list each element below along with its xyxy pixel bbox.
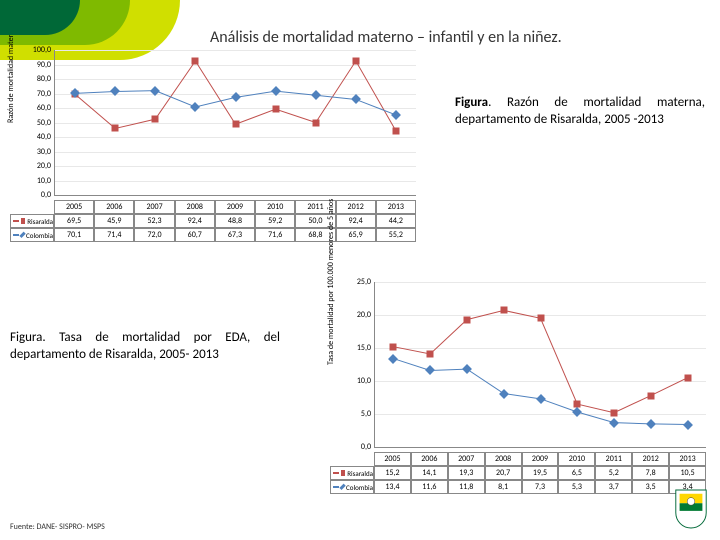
table-cell: 11,6 xyxy=(411,480,448,494)
table-cell: 3,7 xyxy=(595,480,632,494)
table-cell: 65,9 xyxy=(336,228,376,242)
table-header-cell: 2010 xyxy=(558,452,595,466)
source-text: Fuente: DANE- SISPRO- MSPS xyxy=(10,522,105,532)
table-cell: 13,4 xyxy=(374,480,411,494)
table-cell: 67,3 xyxy=(215,228,255,242)
table-header-cell: 2005 xyxy=(374,452,411,466)
y-tick: 10,0 xyxy=(27,176,51,186)
table-cell: 59,2 xyxy=(255,214,295,228)
y-tick: 10,0 xyxy=(347,376,371,386)
table-cell: 3,5 xyxy=(632,480,669,494)
chart-maternal-mortality: Razón de mortalidad materna por 100.000 … xyxy=(10,48,420,258)
table-cell: 71,4 xyxy=(94,228,134,242)
table-cell: 92,4 xyxy=(175,214,215,228)
table-cell: 52,3 xyxy=(134,214,174,228)
y-tick: 80,0 xyxy=(27,74,51,84)
table-cell: 72,0 xyxy=(134,228,174,242)
table-header-cell: 2013 xyxy=(669,452,706,466)
table-cell: 5,2 xyxy=(595,466,632,480)
table-cell: 19,5 xyxy=(522,466,559,480)
y-tick: 25,0 xyxy=(347,277,371,287)
y-tick: 100,0 xyxy=(27,45,51,55)
table-cell: 55,2 xyxy=(376,228,416,242)
table-cell: 69,5 xyxy=(54,214,94,228)
series-legend-risaralda: Risaralda xyxy=(10,214,54,228)
y-tick: 5,0 xyxy=(347,409,371,419)
table-header-cell: 2012 xyxy=(336,200,376,214)
data-table: 200520062007200820092010201120122013 Risa… xyxy=(330,452,706,510)
table-cell: 70,1 xyxy=(54,228,94,242)
y-tick: 0,0 xyxy=(347,442,371,452)
series-line-colombia xyxy=(375,282,706,447)
table-header-cell: 2007 xyxy=(448,452,485,466)
table-cell: 15,2 xyxy=(374,466,411,480)
table-cell: 92,4 xyxy=(336,214,376,228)
table-cell: 14,1 xyxy=(411,466,448,480)
plot-area: 0,05,010,015,020,025,0 xyxy=(374,282,706,448)
y-tick: 60,0 xyxy=(27,103,51,113)
table-header-cell: 2009 xyxy=(522,452,559,466)
figure1-caption: Figura. Razón de mortalidad materna, dep… xyxy=(455,95,705,129)
table-cell: 6,5 xyxy=(558,466,595,480)
table-header-cell: 2013 xyxy=(376,200,416,214)
plot-area: 0,010,020,030,040,050,060,070,080,090,01… xyxy=(54,50,416,196)
table-header-cell: 2010 xyxy=(255,200,295,214)
y-tick: 20,0 xyxy=(347,310,371,320)
table-cell: 45,9 xyxy=(94,214,134,228)
y-axis-label: Tasa de mortalidad por 100.000 menores d… xyxy=(326,199,336,365)
y-tick: 70,0 xyxy=(27,89,51,99)
y-tick: 15,0 xyxy=(347,343,371,353)
table-cell: 7,8 xyxy=(632,466,669,480)
table-header-cell: 2006 xyxy=(411,452,448,466)
table-header-cell: 2011 xyxy=(595,452,632,466)
table-cell: 5,3 xyxy=(558,480,595,494)
table-cell: 44,2 xyxy=(376,214,416,228)
table-cell: 71,6 xyxy=(255,228,295,242)
table-cell: 8,1 xyxy=(485,480,522,494)
series-legend-colombia: Colombia xyxy=(330,480,374,494)
y-tick: 50,0 xyxy=(27,118,51,128)
page-title: Análisis de mortalidad materno – infanti… xyxy=(210,28,562,47)
y-tick: 90,0 xyxy=(27,60,51,70)
y-tick: 30,0 xyxy=(27,147,51,157)
table-cell: 7,3 xyxy=(522,480,559,494)
series-legend-risaralda: Risaralda xyxy=(330,466,374,480)
table-header-cell: 2007 xyxy=(134,200,174,214)
table-header-cell: 2009 xyxy=(215,200,255,214)
risaralda-badge-icon xyxy=(672,488,710,530)
table-header-cell: 2005 xyxy=(54,200,94,214)
y-tick: 40,0 xyxy=(27,132,51,142)
figure2-caption: Figura. Tasa de mortalidad por EDA, del … xyxy=(10,330,280,364)
y-tick: 0,0 xyxy=(27,190,51,200)
table-cell: 10,5 xyxy=(669,466,706,480)
series-legend-colombia: Colombia xyxy=(10,228,54,242)
series-line-colombia xyxy=(55,50,416,195)
table-cell: 60,7 xyxy=(175,228,215,242)
table-cell: 20,7 xyxy=(485,466,522,480)
table-cell: 11,8 xyxy=(448,480,485,494)
table-cell: 48,8 xyxy=(215,214,255,228)
table-header-cell: 2012 xyxy=(632,452,669,466)
chart-eda-mortality: Tasa de mortalidad por 100.000 menores d… xyxy=(330,280,710,510)
data-table: 200520062007200820092010201120122013Risa… xyxy=(10,200,416,258)
y-tick: 20,0 xyxy=(27,161,51,171)
table-cell: 19,3 xyxy=(448,466,485,480)
table-header-cell: 2008 xyxy=(485,452,522,466)
table-header-cell: 2006 xyxy=(94,200,134,214)
table-header-cell: 2008 xyxy=(175,200,215,214)
